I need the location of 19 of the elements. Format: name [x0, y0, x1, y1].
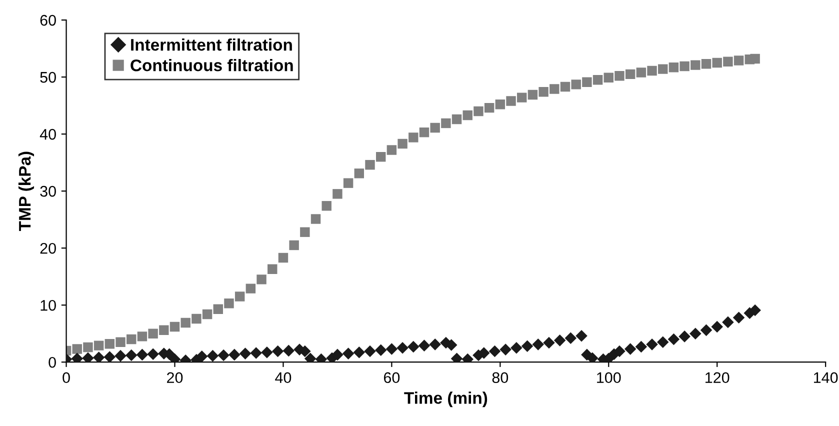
y-tick-label: 0	[48, 356, 56, 368]
y-tick-label: 60	[40, 14, 56, 26]
x-tick-label: 120	[706, 372, 730, 384]
x-tick-label: 0	[62, 372, 70, 384]
y-tick-label: 10	[40, 300, 56, 311]
x-tick-label: 100	[597, 372, 621, 384]
y-tick-label: 20	[40, 242, 56, 254]
x-tick-label: 40	[275, 372, 292, 384]
legend-label: Continuous filtration	[130, 59, 293, 72]
y-tick-label: 50	[40, 72, 56, 83]
x-tick-label: 60	[384, 372, 400, 384]
x-tick-label: 140	[814, 372, 838, 384]
y-tick-label: 40	[40, 128, 56, 140]
y-axis-title: TMP (kPa)	[18, 152, 34, 232]
x-tick-label: 20	[167, 372, 183, 384]
legend-label: Intermittent filtration	[131, 38, 292, 51]
x-axis-title: Time (min)	[404, 392, 488, 408]
y-tick-label: 30	[40, 186, 56, 197]
x-tick-label: 80	[492, 372, 508, 384]
